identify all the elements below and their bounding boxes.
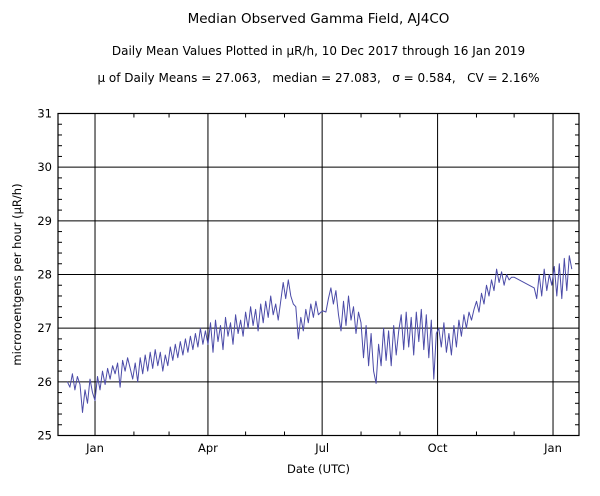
svg-text:Jan: Jan — [85, 441, 104, 455]
svg-text:28: 28 — [37, 268, 52, 282]
chart-title: Median Observed Gamma Field, AJ4CO — [187, 11, 450, 27]
y-tick-labels: 25 26 27 28 29 30 31 — [37, 107, 52, 443]
svg-text:29: 29 — [37, 214, 52, 228]
chart-stats-line: μ of Daily Means = 27.063, median = 27.0… — [97, 71, 540, 85]
y-axis-label: microroentgens per hour (μR/h) — [10, 183, 24, 365]
svg-text:26: 26 — [37, 375, 52, 389]
svg-text:31: 31 — [37, 107, 52, 121]
svg-text:Jul: Jul — [314, 441, 329, 455]
svg-text:30: 30 — [37, 160, 52, 174]
svg-text:25: 25 — [37, 429, 52, 443]
data-line — [66, 255, 573, 413]
svg-text:27: 27 — [37, 321, 52, 335]
chart-subtitle: Daily Mean Values Plotted in μR/h, 10 De… — [111, 44, 526, 58]
plot-frame — [57, 112, 580, 437]
x-axis-label: Date (UTC) — [287, 462, 350, 476]
major-gridlines — [58, 113, 579, 436]
minor-ticks — [58, 113, 579, 436]
svg-text:Oct: Oct — [428, 441, 448, 455]
svg-text:Jan: Jan — [543, 441, 562, 455]
svg-text:Apr: Apr — [198, 441, 218, 455]
x-tick-labels: Jan Apr Jul Oct Jan — [85, 441, 562, 455]
